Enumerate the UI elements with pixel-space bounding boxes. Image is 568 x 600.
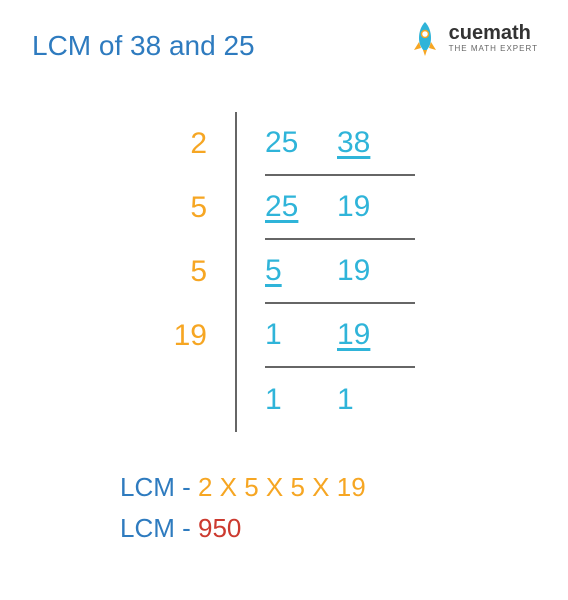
divisor-cell [153, 368, 207, 432]
divisor-cell: 5 [153, 240, 207, 304]
brand-tagline: THE MATH EXPERT [449, 45, 538, 53]
number-cell: 19 [337, 254, 379, 288]
brand-name: cuemath [449, 23, 538, 43]
number-cell: 1 [265, 383, 307, 417]
lcm-factors-value: 2 X 5 X 5 X 19 [198, 472, 366, 502]
lcm-value-label: LCM - [120, 513, 198, 543]
results-block: LCM - 2 X 5 X 5 X 19 LCM - 950 [120, 472, 548, 544]
brand-logo: cuemath THE MATH EXPERT [407, 20, 538, 56]
number-cell: 1 [265, 318, 307, 352]
number-cell: 38 [337, 126, 379, 160]
numbers-column: 2538251951911911 [237, 112, 415, 432]
number-row: 5 19 [265, 240, 415, 304]
number-cell: 19 [337, 318, 379, 352]
lcm-value: 950 [198, 513, 241, 543]
divisor-cell: 2 [153, 112, 207, 176]
lcm-factors-label: LCM - [120, 472, 198, 502]
number-row: 25 38 [265, 112, 415, 176]
rocket-icon [407, 20, 443, 56]
number-cell: 5 [265, 254, 307, 288]
number-cell: 1 [337, 383, 379, 417]
number-cell: 25 [265, 190, 307, 224]
number-cell: 19 [337, 190, 379, 224]
divisors-column: 25519 [153, 112, 237, 432]
divisor-cell: 19 [153, 304, 207, 368]
number-cell: 25 [265, 126, 307, 160]
division-table: 25519 2538251951911911 [20, 112, 548, 432]
number-row: 25 19 [265, 176, 415, 240]
divisor-cell: 5 [153, 176, 207, 240]
number-row: 11 [265, 368, 415, 432]
number-row: 1 19 [265, 304, 415, 368]
